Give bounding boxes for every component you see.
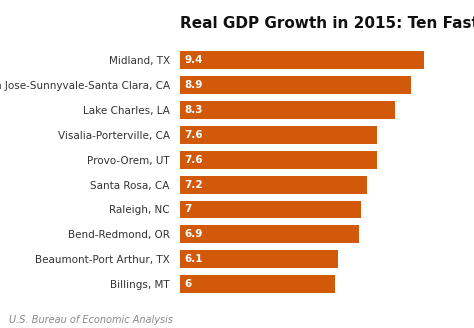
Bar <box>180 151 377 169</box>
Bar <box>180 225 359 243</box>
Bar <box>180 101 395 119</box>
Text: 8.3: 8.3 <box>184 105 202 115</box>
Text: 6.1: 6.1 <box>184 254 202 264</box>
Bar <box>180 126 377 144</box>
Bar <box>180 275 336 293</box>
Text: U.S. Bureau of Economic Analysis: U.S. Bureau of Economic Analysis <box>9 315 173 325</box>
Text: 9.4: 9.4 <box>184 55 202 65</box>
Bar <box>180 76 410 94</box>
Text: 8.9: 8.9 <box>184 80 202 90</box>
Bar <box>180 176 366 194</box>
Text: Real GDP Growth in 2015: Ten Fastest-Growing Metro Areas: Real GDP Growth in 2015: Ten Fastest-Gro… <box>180 16 474 31</box>
Text: 7.2: 7.2 <box>184 180 202 190</box>
Text: 6.9: 6.9 <box>184 229 202 239</box>
Bar <box>180 51 424 69</box>
Text: 7.6: 7.6 <box>184 155 202 165</box>
Bar <box>180 250 338 268</box>
Bar <box>180 200 361 218</box>
Text: 6: 6 <box>184 279 191 289</box>
Text: 7: 7 <box>184 204 191 215</box>
Text: 7.6: 7.6 <box>184 130 202 140</box>
